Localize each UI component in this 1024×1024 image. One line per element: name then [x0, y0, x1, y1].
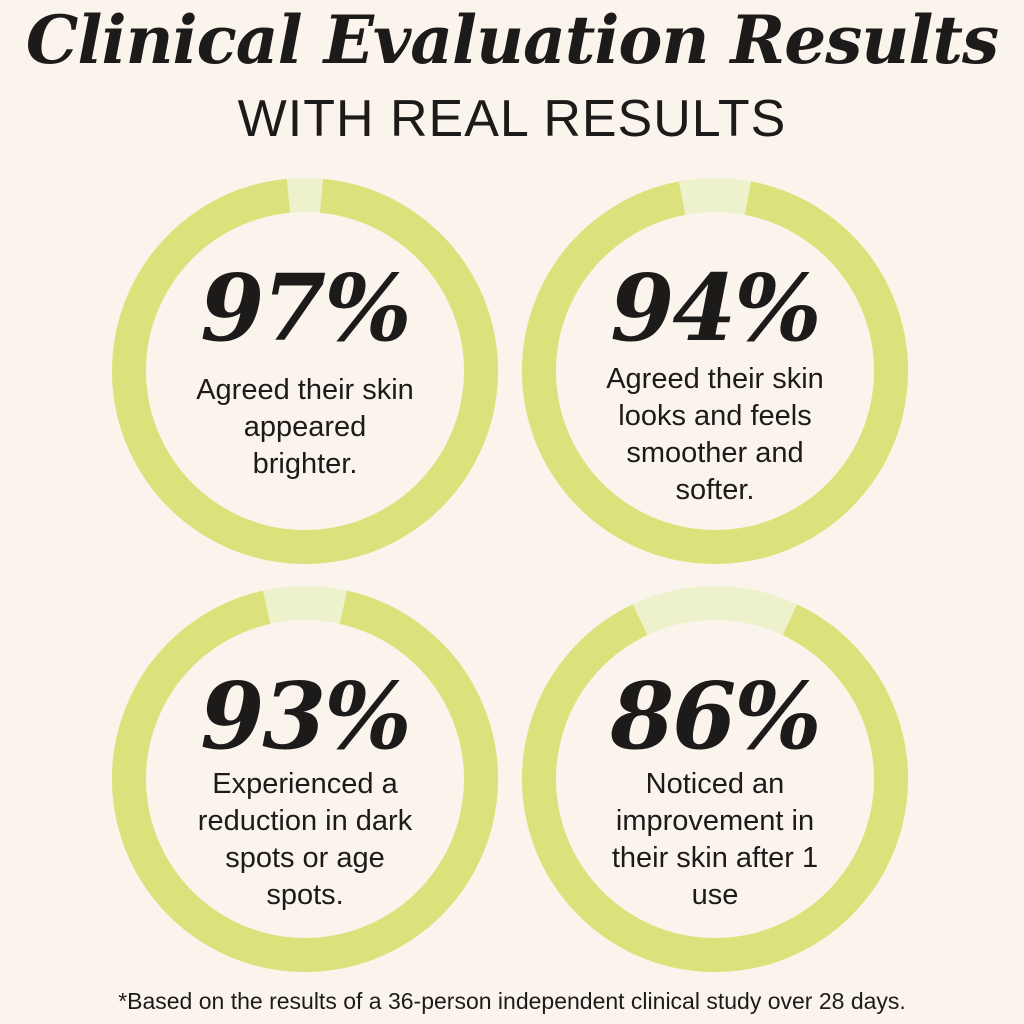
desc-brighter: Agreed their skin appeared brighter.: [196, 374, 414, 480]
stat-brighter: 97% Agreed their skin appeared brighter.: [110, 176, 500, 566]
desc-one-use: Noticed an improvement in their skin aft…: [611, 768, 819, 911]
page-title: Clinical Evaluation Results: [25, 1, 999, 79]
percent-brighter: 97%: [200, 254, 411, 362]
footnote: *Based on the results of a 36-person ind…: [118, 988, 906, 1014]
stat-smoother: 94% Agreed their skin looks and feels sm…: [520, 176, 910, 566]
page-subtitle: WITH REAL RESULTS: [237, 90, 787, 148]
ring-arc-dark-spots: [112, 590, 498, 972]
percent-smoother: 94%: [610, 254, 821, 362]
percent-one-use: 86%: [610, 662, 821, 770]
desc-smoother: Agreed their skin looks and feels smooth…: [606, 363, 824, 506]
stat-one-use: 86% Noticed an improvement in their skin…: [520, 584, 910, 974]
ring-chart-smoother: [522, 178, 908, 564]
ring-chart-brighter: [112, 178, 498, 564]
ring-arc-smoother: [522, 181, 908, 564]
percent-dark-spots: 93%: [200, 662, 411, 770]
ring-arc-brighter: [112, 178, 498, 564]
desc-dark-spots: Experienced a reduction in dark spots or…: [197, 768, 413, 911]
ring-chart-dark-spots: [112, 586, 498, 972]
stat-dark-spots: 93% Experienced a reduction in dark spot…: [110, 584, 500, 974]
ring-arc-one-use: [522, 604, 908, 972]
ring-chart-one-use: [522, 586, 908, 972]
